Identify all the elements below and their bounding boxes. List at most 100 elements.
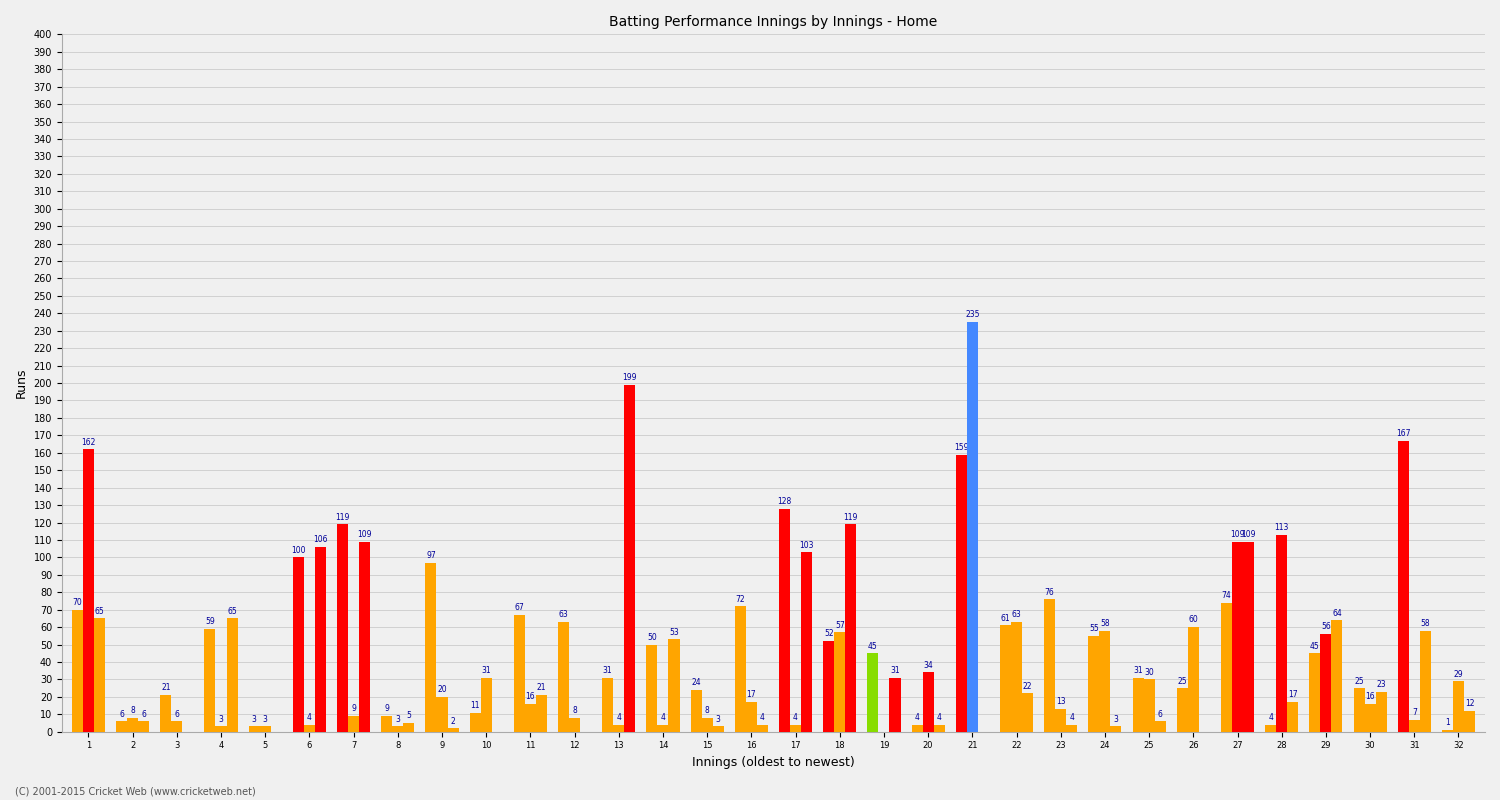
Text: 60: 60 — [1188, 615, 1198, 625]
Bar — [801, 552, 812, 732]
Bar — [160, 695, 171, 732]
Text: 9: 9 — [384, 705, 388, 714]
Text: 63: 63 — [1011, 610, 1022, 619]
Bar — [1320, 634, 1332, 732]
Bar — [1376, 692, 1386, 732]
Bar — [890, 678, 900, 732]
Text: 6: 6 — [118, 710, 124, 718]
Bar — [1066, 725, 1077, 732]
Text: 65: 65 — [226, 606, 237, 616]
Text: 30: 30 — [1144, 668, 1154, 677]
Bar — [1244, 542, 1254, 732]
Bar — [1132, 678, 1143, 732]
Bar — [746, 702, 758, 732]
Bar — [1232, 542, 1244, 732]
Bar — [260, 726, 270, 732]
Text: 59: 59 — [206, 618, 214, 626]
Text: 25: 25 — [1354, 677, 1364, 686]
Bar — [304, 725, 315, 732]
Text: 6: 6 — [141, 710, 146, 718]
Bar — [536, 695, 548, 732]
Text: 100: 100 — [291, 546, 306, 554]
Text: 4: 4 — [660, 713, 666, 722]
Text: 4: 4 — [760, 713, 765, 722]
Bar — [912, 725, 922, 732]
Text: 21: 21 — [160, 683, 171, 693]
Text: 31: 31 — [1134, 666, 1143, 675]
Text: 74: 74 — [1221, 591, 1232, 600]
Text: 52: 52 — [824, 630, 834, 638]
Bar — [1044, 599, 1054, 732]
Bar — [956, 454, 968, 732]
Bar — [426, 562, 436, 732]
Text: 67: 67 — [514, 603, 523, 612]
Bar — [1442, 730, 1454, 732]
Bar — [657, 725, 669, 732]
Bar — [1143, 679, 1155, 732]
Text: 199: 199 — [622, 373, 638, 382]
Bar — [624, 385, 636, 732]
Bar — [514, 615, 525, 732]
Bar — [82, 450, 94, 732]
Text: 6: 6 — [1158, 710, 1162, 718]
Bar — [690, 690, 702, 732]
Bar — [568, 718, 580, 732]
Text: 17: 17 — [747, 690, 756, 699]
Text: 23: 23 — [1377, 680, 1386, 689]
Bar — [128, 718, 138, 732]
Bar — [1188, 627, 1198, 732]
Bar — [712, 726, 723, 732]
Text: 13: 13 — [1056, 698, 1065, 706]
Bar — [358, 542, 370, 732]
Text: 31: 31 — [890, 666, 900, 675]
Bar — [669, 639, 680, 732]
Text: 162: 162 — [81, 438, 96, 446]
Text: 58: 58 — [1100, 619, 1110, 628]
Text: 97: 97 — [426, 551, 436, 560]
Bar — [702, 718, 712, 732]
Bar — [226, 618, 237, 732]
Text: 3: 3 — [252, 715, 257, 724]
Text: 65: 65 — [94, 606, 105, 616]
Text: 8: 8 — [705, 706, 710, 715]
Bar — [1221, 602, 1232, 732]
Bar — [834, 632, 846, 732]
Bar — [758, 725, 768, 732]
Bar — [602, 678, 613, 732]
Text: 113: 113 — [1275, 523, 1288, 532]
Text: 53: 53 — [669, 628, 680, 637]
Text: 76: 76 — [1046, 588, 1054, 597]
Text: 8: 8 — [130, 706, 135, 715]
Text: 34: 34 — [924, 661, 933, 670]
Bar — [614, 725, 624, 732]
Bar — [1398, 441, 1408, 732]
Bar — [1176, 688, 1188, 732]
Text: 22: 22 — [1023, 682, 1032, 690]
Text: 8: 8 — [572, 706, 578, 715]
Text: 167: 167 — [1396, 429, 1410, 438]
Bar — [480, 678, 492, 732]
Text: 25: 25 — [1178, 677, 1186, 686]
Bar — [824, 641, 834, 732]
Text: 3: 3 — [1113, 715, 1119, 724]
Text: 4: 4 — [308, 713, 312, 722]
Bar — [1054, 709, 1066, 732]
Text: 3: 3 — [396, 715, 400, 724]
Bar — [447, 728, 459, 732]
Bar — [393, 726, 404, 732]
Text: 55: 55 — [1089, 624, 1098, 634]
Text: (C) 2001-2015 Cricket Web (www.cricketweb.net): (C) 2001-2015 Cricket Web (www.cricketwe… — [15, 786, 255, 796]
Text: 128: 128 — [777, 497, 792, 506]
Text: 11: 11 — [471, 701, 480, 710]
Text: 235: 235 — [964, 310, 980, 319]
Text: 5: 5 — [406, 711, 411, 720]
Bar — [968, 322, 978, 732]
Text: 17: 17 — [1288, 690, 1298, 699]
Bar — [735, 606, 746, 732]
Bar — [94, 618, 105, 732]
Bar — [1100, 630, 1110, 732]
Text: 45: 45 — [868, 642, 877, 650]
Bar — [558, 622, 568, 732]
Text: 70: 70 — [72, 598, 82, 607]
Text: 61: 61 — [1000, 614, 1011, 622]
